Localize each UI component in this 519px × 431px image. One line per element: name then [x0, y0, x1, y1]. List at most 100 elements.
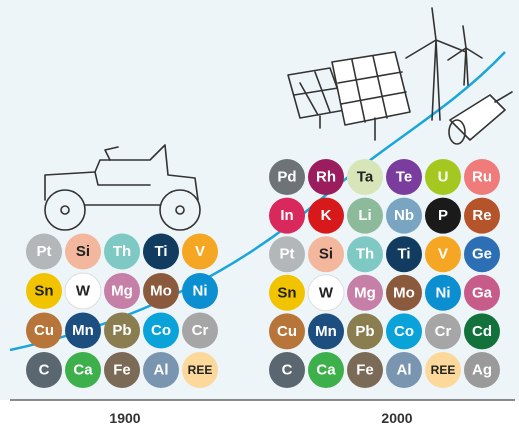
element-circle: [464, 313, 500, 350]
element-symbol: Mo: [150, 283, 172, 300]
element-circle: [347, 159, 383, 195]
element-symbol: C: [282, 362, 293, 379]
element-symbol: Rh: [316, 169, 336, 186]
element-symbol: Mn: [315, 323, 337, 340]
element-symbol: V: [438, 246, 448, 263]
element-circle: [269, 159, 305, 195]
wind-turbines: [405, 7, 483, 121]
element-circle: [182, 312, 218, 349]
element-circle: [269, 236, 305, 273]
element-symbol: Pb: [112, 322, 131, 339]
element-circle: [269, 313, 305, 350]
element-symbol: Ti: [397, 246, 410, 263]
element-symbol: Mg: [111, 283, 133, 300]
element-circle: [269, 197, 305, 234]
element-symbol: Pt: [37, 243, 52, 260]
element-symbol: K: [321, 207, 332, 224]
element-circle: [26, 352, 62, 388]
element-circle: [64, 272, 102, 310]
element-symbol: Ni: [193, 283, 208, 300]
element-symbol: Ca: [73, 362, 93, 379]
element-symbol: Sn: [34, 283, 53, 300]
element-circle: [386, 274, 422, 311]
element-symbol: Si: [76, 243, 90, 260]
element-circle: [386, 197, 422, 234]
element-symbol: Ni: [436, 284, 451, 301]
element-symbol: C: [39, 362, 50, 379]
year-label: 2000: [381, 410, 412, 426]
element-circle: [104, 233, 140, 270]
element-symbol: Al: [154, 362, 169, 379]
element-symbol: Cu: [277, 323, 297, 340]
element-circle: [104, 312, 140, 349]
element-circle: [143, 312, 179, 349]
element-circle: [425, 197, 461, 234]
element-circle: [386, 236, 422, 273]
element-circle: [26, 273, 62, 309]
element-symbol: Pd: [277, 169, 296, 186]
element-symbol: Cr: [192, 322, 209, 339]
element-circle: [425, 313, 461, 350]
element-symbol: Mo: [393, 284, 415, 301]
element-circle: [386, 313, 422, 350]
element-circle: [308, 352, 344, 388]
solar-panels: [287, 51, 411, 141]
element-symbol: Ru: [472, 169, 492, 186]
element-circle: [307, 274, 345, 312]
element-symbol: Fe: [356, 362, 374, 379]
element-symbol: Sn: [277, 284, 296, 301]
element-symbol: Ge: [472, 246, 492, 263]
exhaust-pipe: [448, 91, 513, 145]
element-symbol: Al: [397, 362, 412, 379]
element-symbol: Ta: [357, 169, 374, 186]
element-circle: [308, 236, 344, 273]
element-symbol: Ti: [154, 243, 167, 260]
element-symbol: Th: [356, 246, 374, 263]
element-symbol: REE: [188, 363, 213, 377]
element-symbol: P: [438, 207, 448, 224]
element-symbol: Cr: [435, 323, 452, 340]
element-symbol: W: [76, 283, 91, 300]
element-symbol: In: [280, 207, 293, 224]
element-circle: [26, 233, 62, 270]
element-symbol: Ag: [472, 362, 492, 379]
element-symbol: Th: [113, 243, 131, 260]
element-circle: [347, 352, 383, 388]
element-symbol: Co: [151, 322, 171, 339]
element-symbol: W: [319, 284, 334, 301]
year-labels: 1900 2000: [109, 410, 412, 426]
element-symbol: Re: [472, 207, 491, 224]
element-circle: [347, 197, 383, 234]
element-circle: [464, 197, 500, 234]
element-circle: [308, 313, 344, 350]
element-circle: [143, 352, 179, 388]
element-circle: [308, 197, 344, 234]
element-circle: [269, 274, 305, 311]
element-symbol: Te: [396, 169, 412, 186]
element-symbol: Li: [358, 207, 371, 224]
element-circle: [464, 352, 500, 388]
element-circle: [182, 233, 218, 270]
element-symbol: V: [195, 243, 205, 260]
element-symbol: U: [438, 169, 449, 186]
element-circle: [104, 273, 140, 309]
element-circle: [143, 273, 179, 309]
footer: [0, 400, 519, 431]
element-circle: [26, 312, 62, 349]
element-symbol: Pt: [280, 246, 295, 263]
element-symbol: Ca: [316, 362, 336, 379]
element-circle: [65, 312, 101, 349]
element-symbol: Fe: [113, 362, 131, 379]
element-symbol: Cu: [34, 322, 54, 339]
element-symbol: Mg: [354, 284, 376, 301]
element-circle: [347, 236, 383, 273]
element-circle: [425, 352, 461, 388]
element-circle: [464, 236, 500, 273]
element-circle: [386, 159, 422, 195]
element-symbol: Cd: [472, 323, 492, 340]
element-symbol: Si: [319, 246, 333, 263]
element-symbol: Pb: [355, 323, 374, 340]
element-symbol: Ga: [472, 284, 493, 301]
element-circle: [143, 233, 179, 270]
